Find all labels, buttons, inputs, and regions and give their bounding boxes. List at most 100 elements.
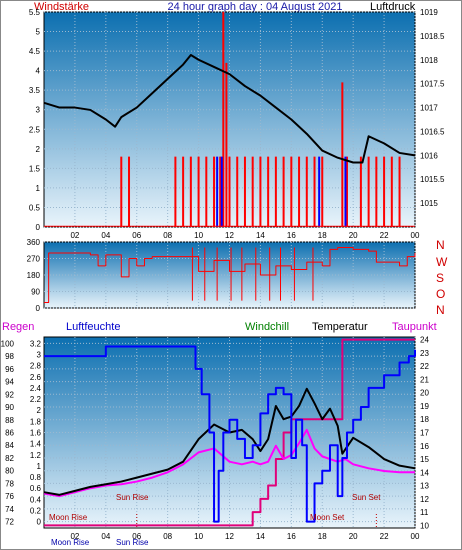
hour-tick-top: 20 <box>349 231 358 240</box>
humidity-tick: 72 <box>5 518 14 527</box>
temperature-tick: 10 <box>420 521 429 530</box>
temperature-tick: 16 <box>420 442 429 451</box>
hour-tick-top: 04 <box>101 231 110 240</box>
rain-tick: 1.6 <box>30 429 42 438</box>
compass-n-bottom: N <box>436 303 445 317</box>
humidity-tick: 74 <box>5 505 14 514</box>
rain-tick: 2.2 <box>30 395 42 404</box>
wind-speed-tick: 3 <box>36 106 41 115</box>
humidity-tick: 96 <box>5 365 14 374</box>
temperature-tick: 19 <box>420 402 429 411</box>
direction-tick: 270 <box>27 255 41 264</box>
humidity-tick: 100 <box>1 339 15 348</box>
hour-tick-bottom: 06 <box>132 532 141 541</box>
hour-tick-top: 16 <box>287 231 296 240</box>
humidity-tick: 90 <box>5 403 14 412</box>
hour-tick-bottom: 18 <box>318 532 327 541</box>
humidity-tick: 94 <box>5 378 14 387</box>
wind-speed-tick: 5 <box>36 28 41 37</box>
compass-n-top: N <box>436 238 445 252</box>
hour-tick-bottom: 22 <box>380 532 389 541</box>
compass-s: S <box>436 271 444 285</box>
hour-tick-bottom: 08 <box>163 532 172 541</box>
wind-speed-tick: 2.5 <box>29 125 41 134</box>
direction-tick: 360 <box>27 238 41 247</box>
taupunkt-label: Taupunkt <box>392 321 437 333</box>
pressure-line <box>43 54 416 164</box>
wind-speed-tick: 5.5 <box>29 8 41 17</box>
hour-tick-top: 00 <box>411 231 420 240</box>
regen-label: Regen <box>2 321 34 333</box>
windchill-label: Windchill <box>245 321 289 333</box>
moon-rise-annotation: Moon Rise <box>49 513 88 522</box>
wind-speed-tick: 3.5 <box>29 86 41 95</box>
wind-speed-tick: 1.5 <box>29 164 41 173</box>
hour-tick-top: 22 <box>380 231 389 240</box>
rain-tick: 1.4 <box>30 440 42 449</box>
hour-tick-bottom: 20 <box>349 532 358 541</box>
moon-rise-bottom-label: Moon Rise <box>51 538 90 547</box>
humidity-tick: 86 <box>5 429 14 438</box>
rain-tick: 0.2 <box>30 506 42 515</box>
wind-speed-tick: 0.5 <box>29 203 41 212</box>
temperatur-label: Temperatur <box>312 321 368 333</box>
wind-direction-line <box>44 247 416 303</box>
pressure-tick: 1016 <box>420 151 438 160</box>
compass-o: O <box>436 287 445 301</box>
hour-tick-top: 14 <box>256 231 265 240</box>
temperature-tick: 11 <box>420 508 429 517</box>
hour-tick-bottom: 14 <box>256 532 265 541</box>
rain-tick: 1.8 <box>30 417 42 426</box>
pressure-tick: 1015.5 <box>420 175 445 184</box>
temperature-tick: 23 <box>420 349 429 358</box>
wind-speed-tick: 0 <box>36 223 41 232</box>
pressure-tick: 1017.5 <box>420 80 445 89</box>
rain-tick: 3 <box>37 351 42 360</box>
rain-tick: 1 <box>37 462 42 471</box>
humidity-tick: 82 <box>5 454 14 463</box>
windstaerke-label: Windstärke <box>34 1 89 13</box>
sun-rise-annotation: Sun Rise <box>116 493 149 502</box>
dewpoint-line <box>44 338 415 527</box>
temperature-tick: 18 <box>420 415 429 424</box>
rain-tick: 2.4 <box>30 384 42 393</box>
windchill-line <box>43 428 415 498</box>
rain-tick: 1.2 <box>30 451 42 460</box>
humidity-tick: 78 <box>5 479 14 488</box>
hour-tick-top: 10 <box>194 231 203 240</box>
hour-tick-bottom: 10 <box>194 532 203 541</box>
moon-set-annotation: Moon Set <box>310 513 345 522</box>
hour-tick-top: 02 <box>70 231 79 240</box>
rain-tick: 0.6 <box>30 484 42 493</box>
pressure-tick: 1015 <box>420 199 438 208</box>
wind-speed-tick: 4.5 <box>29 47 41 56</box>
hour-tick-bottom: 02 <box>70 532 79 541</box>
humidity-tick: 98 <box>5 352 14 361</box>
rain-tick: 2 <box>37 406 42 415</box>
temperature-tick: 20 <box>420 389 429 398</box>
temperature-tick: 12 <box>420 495 429 504</box>
direction-tick: 90 <box>31 288 40 297</box>
temperature-tick: 14 <box>420 468 429 477</box>
wind-speed-tick: 2 <box>36 145 41 154</box>
chart-title: 24 hour graph day : 04 August 2021 <box>168 1 343 13</box>
temperature-tick: 21 <box>420 375 429 384</box>
humidity-tick: 76 <box>5 492 14 501</box>
pressure-tick: 1018 <box>420 56 438 65</box>
rain-tick: 0.8 <box>30 473 42 482</box>
pressure-tick: 1019 <box>420 8 438 17</box>
hour-tick-top: 06 <box>132 231 141 240</box>
luftfeuchte-label: Luftfeuchte <box>66 321 120 333</box>
temperature-tick: 22 <box>420 362 429 371</box>
rain-tick: 2.8 <box>30 362 42 371</box>
hour-tick-bottom: 12 <box>225 532 234 541</box>
humidity-tick: 88 <box>5 416 14 425</box>
wind-speed-tick: 1 <box>36 184 41 193</box>
rain-tick: 0 <box>37 518 42 527</box>
temperature-tick: 13 <box>420 482 429 491</box>
temperature-tick: 17 <box>420 429 429 438</box>
rain-tick: 0.4 <box>30 495 42 504</box>
humidity-tick: 92 <box>5 390 14 399</box>
hour-tick-top: 08 <box>163 231 172 240</box>
